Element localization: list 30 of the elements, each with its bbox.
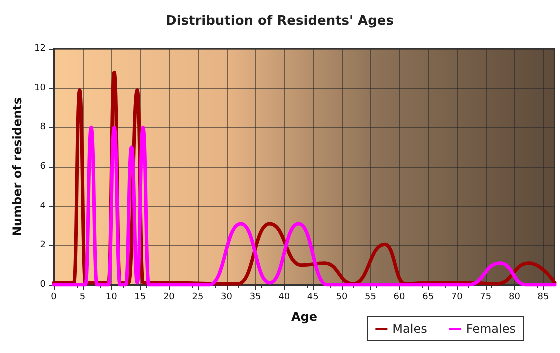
x-tick-label: 15 (134, 292, 146, 302)
y-tick-label: 8 (40, 122, 46, 133)
y-tick-label: 6 (40, 162, 46, 172)
x-tick-label: 80 (508, 292, 521, 302)
y-axis-title: Number of residents (10, 97, 25, 237)
x-axis-title: Age (291, 310, 318, 324)
x-tick-label: 30 (221, 292, 233, 302)
x-tick-label: 35 (250, 292, 262, 302)
x-tick-label: 0 (51, 292, 58, 302)
x-tick-label: 5 (80, 292, 86, 302)
x-tick-label: 50 (336, 292, 348, 302)
chart-title: Distribution of Residents' Ages (166, 14, 394, 29)
x-tick-label: 60 (394, 292, 406, 302)
x-tick-label: 55 (365, 292, 376, 302)
y-tick-label: 12 (34, 44, 46, 54)
x-tick-label: 75 (480, 292, 492, 302)
y-tick-label: 4 (40, 201, 46, 212)
x-tick-label: 25 (192, 292, 204, 302)
y-tick-label: 2 (40, 240, 46, 251)
y-tick-label: 10 (34, 83, 46, 94)
x-tick-label: 45 (307, 292, 319, 302)
x-tick-label: 65 (422, 292, 434, 302)
x-tick-label: 40 (278, 292, 290, 302)
y-tick-label: 0 (40, 280, 46, 290)
x-tick-label: 85 (538, 292, 550, 302)
x-tick-label: 70 (451, 292, 464, 302)
legend-label: Males (392, 322, 428, 336)
x-tick-label: 10 (106, 292, 118, 302)
x-tick-label: 20 (163, 292, 176, 302)
legend-label: Females (466, 322, 516, 336)
